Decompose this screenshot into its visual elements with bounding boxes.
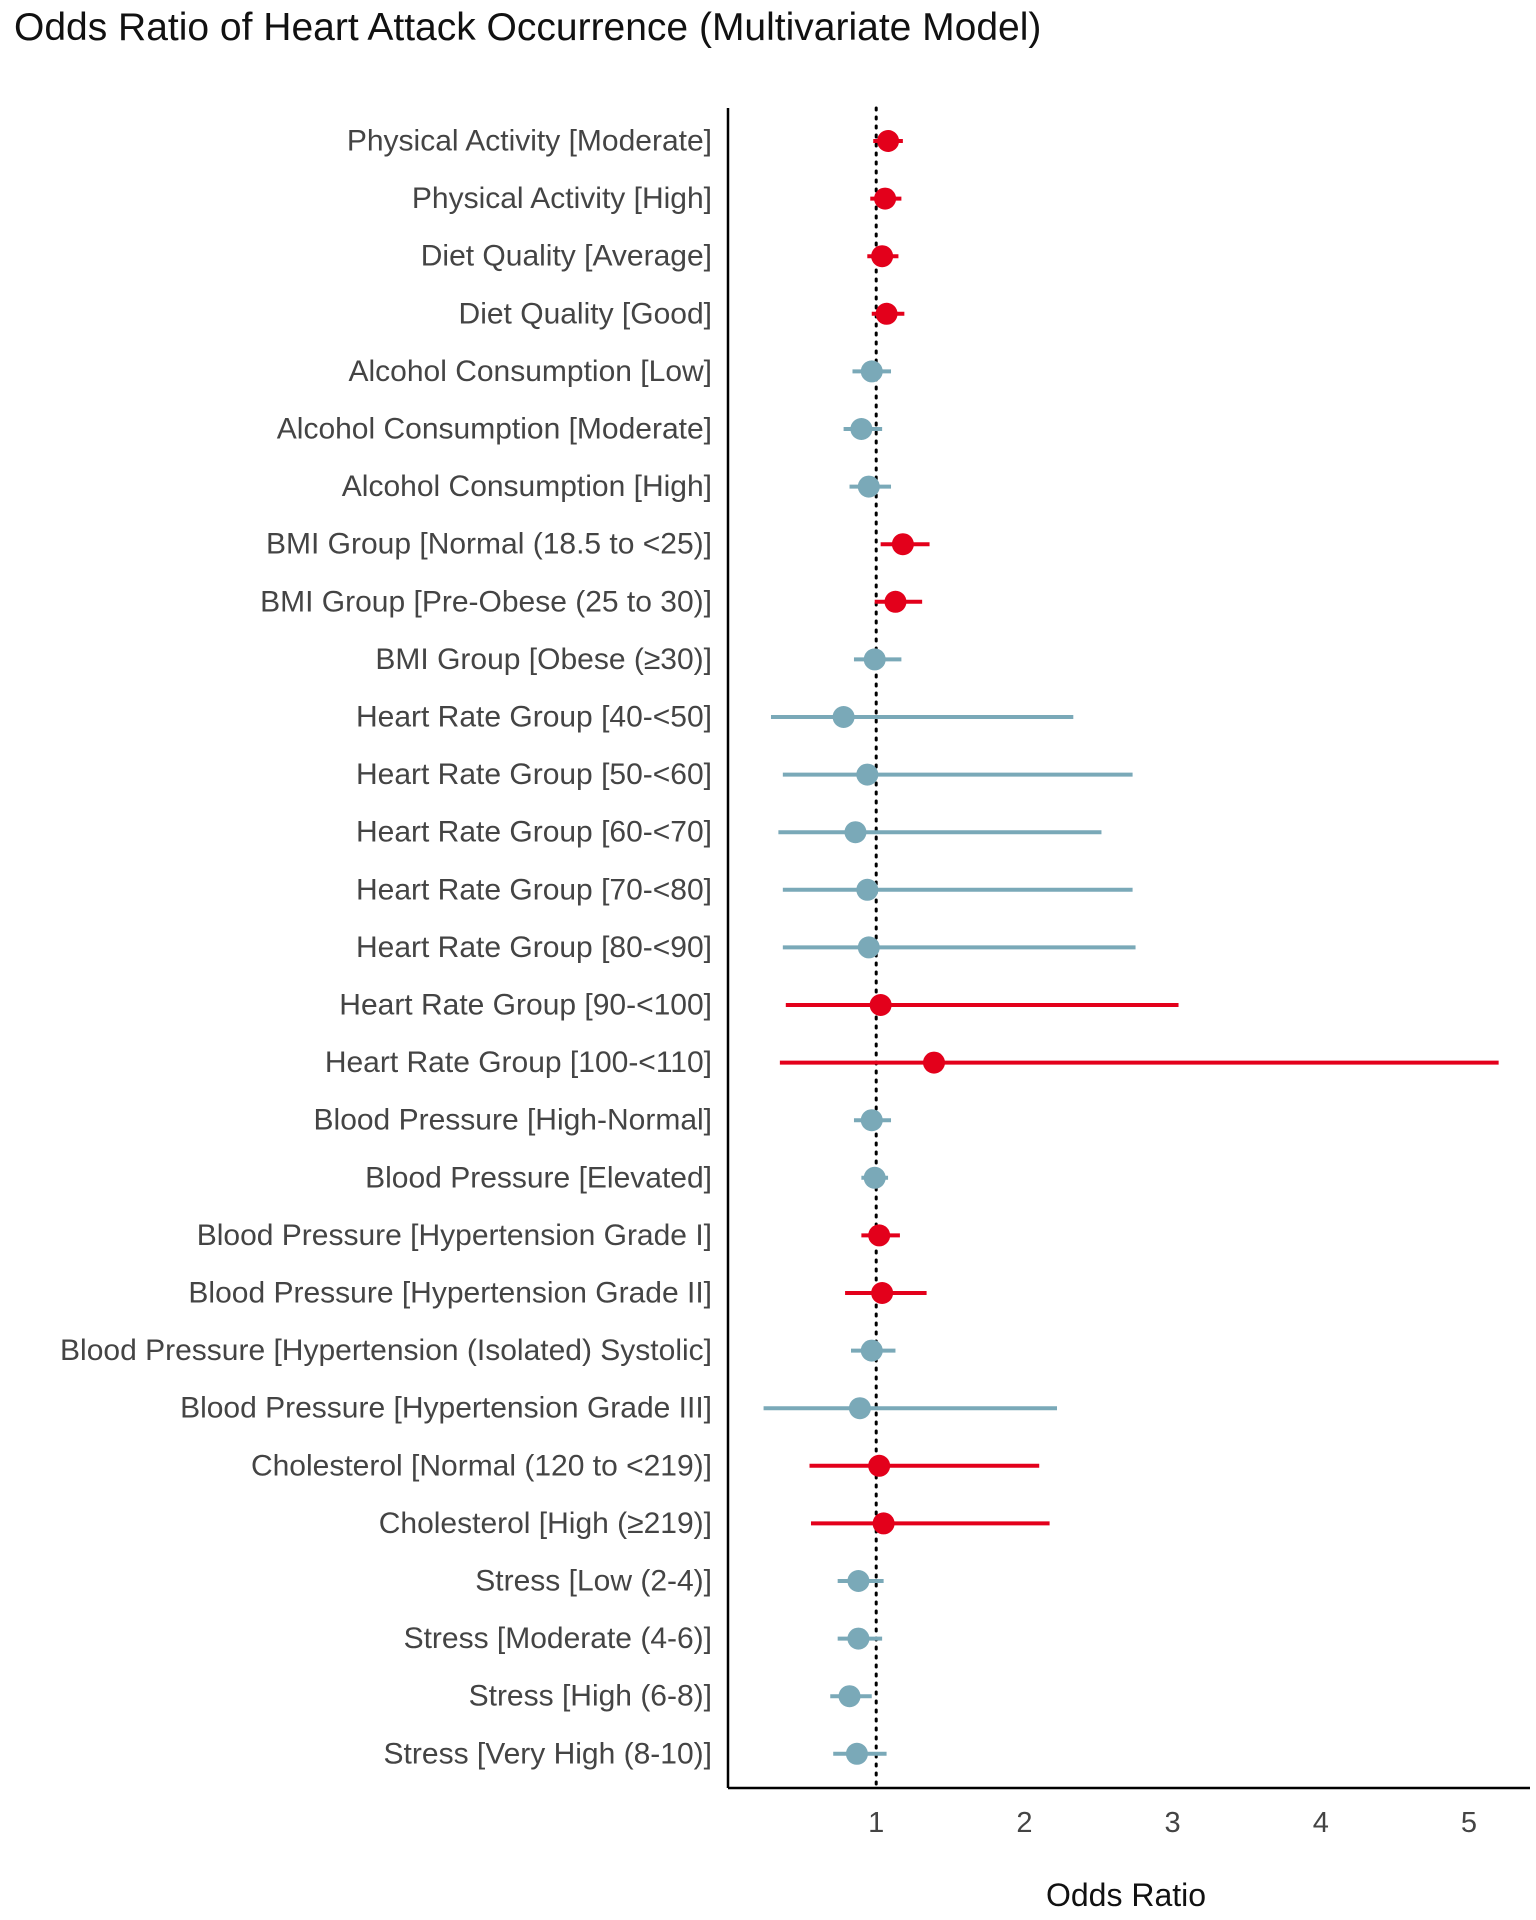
or-point <box>875 302 898 325</box>
y-tick-label: Diet Quality [Good] <box>459 297 712 330</box>
or-point <box>869 994 892 1016</box>
or-point <box>832 706 855 728</box>
y-tick-label: Blood Pressure [Hypertension (Isolated) … <box>60 1334 712 1367</box>
y-tick-label: Cholesterol [Normal (120 to <219)] <box>251 1449 712 1482</box>
y-tick-label: Heart Rate Group [80-<90] <box>356 931 712 964</box>
y-tick-label: Blood Pressure [Hypertension Grade II] <box>188 1277 712 1310</box>
plot-marks <box>763 130 1499 1765</box>
or-point <box>871 245 894 268</box>
or-point <box>845 1742 868 1765</box>
y-tick-label: Stress [Moderate (4-6)] <box>404 1622 712 1655</box>
or-point <box>860 360 883 383</box>
y-tick-label: Blood Pressure [Hypertension Grade III] <box>180 1392 712 1425</box>
or-point <box>860 1109 883 1132</box>
y-tick-label: BMI Group [Obese (≥30)] <box>375 643 712 676</box>
or-point <box>857 475 880 498</box>
y-tick-label: Alcohol Consumption [High] <box>342 470 712 503</box>
y-tick-label: Diet Quality [Average] <box>421 240 712 273</box>
or-point <box>877 130 900 152</box>
y-tick-label: Stress [Very High (8-10)] <box>384 1737 712 1770</box>
y-tick-label: Physical Activity [High] <box>412 182 712 215</box>
or-point <box>848 1397 871 1420</box>
y-tick-label: Heart Rate Group [50-<60] <box>356 758 712 791</box>
y-tick-label: Heart Rate Group [100-<110] <box>325 1046 712 1079</box>
or-point <box>856 878 879 901</box>
y-tick-label: Heart Rate Group [90-<100] <box>339 989 712 1022</box>
or-point <box>844 821 867 844</box>
x-tick-label: 1 <box>868 1807 884 1839</box>
y-tick-label: Blood Pressure [Hypertension Grade I] <box>197 1219 712 1252</box>
y-tick-label: Heart Rate Group [40-<50] <box>356 701 712 734</box>
or-point <box>891 533 914 556</box>
y-tick-label: Heart Rate Group [60-<70] <box>356 816 712 849</box>
x-tick-label: 5 <box>1461 1807 1477 1839</box>
or-point <box>872 1512 895 1535</box>
x-axis-ticks: 1 2 3 4 5 <box>868 1807 1477 1839</box>
x-tick-label: 3 <box>1165 1807 1181 1839</box>
or-point <box>868 1454 891 1477</box>
y-tick-label: BMI Group [Pre-Obese (25 to 30)] <box>260 585 712 618</box>
or-point <box>922 1051 945 1074</box>
or-point <box>856 763 879 786</box>
y-tick-label: Blood Pressure [High-Normal] <box>314 1104 712 1137</box>
y-tick-label: Alcohol Consumption [Moderate] <box>277 413 712 446</box>
y-tick-label: Physical Activity [Moderate] <box>347 125 712 158</box>
y-tick-label: Cholesterol [High (≥219)] <box>379 1507 712 1540</box>
or-point <box>863 1166 886 1189</box>
or-point <box>884 590 907 613</box>
or-point <box>871 1282 894 1304</box>
or-point <box>868 1224 891 1247</box>
x-tick-label: 4 <box>1313 1807 1329 1839</box>
x-tick-label: 2 <box>1016 1807 1032 1839</box>
y-tick-label: Stress [Low (2-4)] <box>475 1565 712 1598</box>
or-point <box>857 936 880 959</box>
y-tick-label: Blood Pressure [Elevated] <box>365 1161 712 1194</box>
or-point <box>863 648 886 671</box>
or-point <box>860 1339 883 1362</box>
y-tick-label: Stress [High (6-8)] <box>469 1680 712 1713</box>
chart-title: Odds Ratio of Heart Attack Occurrence (M… <box>14 6 1042 49</box>
or-point <box>850 418 873 440</box>
or-point <box>847 1570 870 1592</box>
or-point <box>838 1685 861 1708</box>
y-axis-labels: Physical Activity [Moderate] Physical Act… <box>60 125 712 1771</box>
or-point <box>847 1627 870 1650</box>
or-point <box>874 187 897 210</box>
y-tick-label: Alcohol Consumption [Low] <box>348 355 712 388</box>
x-axis-title: Odds Ratio <box>1046 1877 1206 1913</box>
y-tick-label: Heart Rate Group [70-<80] <box>356 873 712 906</box>
y-tick-label: BMI Group [Normal (18.5 to <25)] <box>266 528 712 561</box>
